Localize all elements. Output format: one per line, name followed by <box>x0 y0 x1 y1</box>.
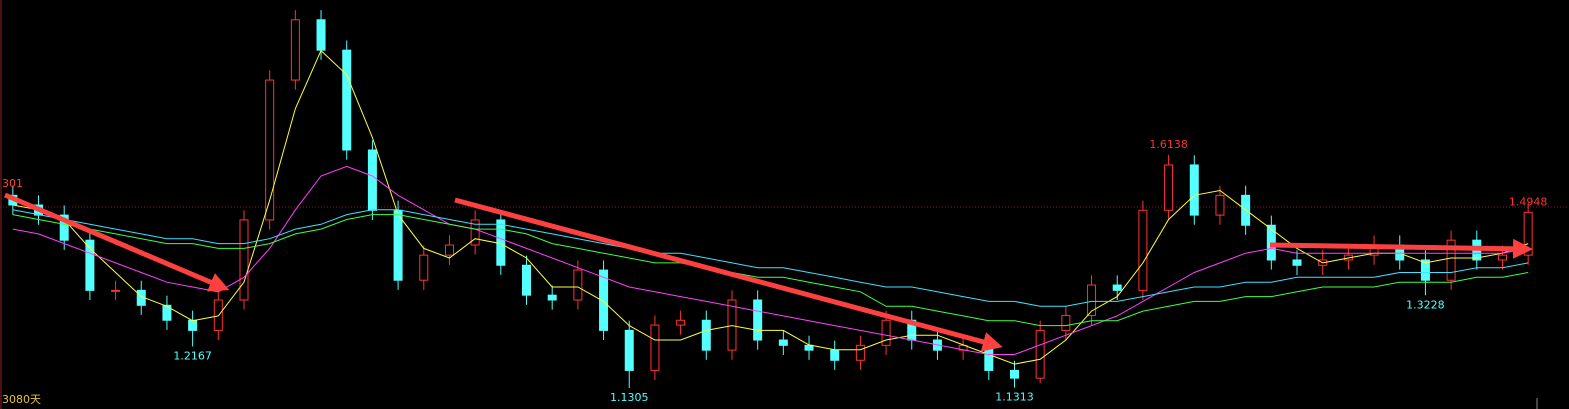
candle-body <box>111 289 121 292</box>
price-annotation: 1.3228 <box>1406 298 1445 311</box>
candle-body <box>676 319 686 326</box>
candle-body <box>367 149 377 211</box>
moving-average-line <box>12 209 1529 307</box>
candle-body <box>1112 284 1122 291</box>
moving-average-line <box>12 165 1529 355</box>
left-price-label: 301 <box>2 177 23 190</box>
candle-body <box>393 209 403 281</box>
candle-body <box>1189 164 1199 216</box>
trend-arrows <box>4 192 1533 352</box>
candle-body <box>522 264 532 296</box>
candle-body <box>650 324 660 371</box>
trend-arrow <box>4 192 230 292</box>
candle-body <box>1446 239 1456 281</box>
candle-body <box>1009 369 1019 379</box>
candle-body <box>470 219 480 246</box>
candle-body <box>1215 194 1225 216</box>
candle-body <box>1035 329 1045 379</box>
candle-body <box>290 19 300 81</box>
candle-body <box>342 49 352 151</box>
candle-body <box>316 19 326 51</box>
candle-body <box>855 344 865 361</box>
candle-body <box>624 329 634 371</box>
period-label: 3080天 <box>2 393 41 406</box>
candle-body <box>1420 259 1430 281</box>
price-annotation: 1.1305 <box>610 391 649 404</box>
candle-body <box>1164 164 1174 211</box>
price-annotation: 1.6138 <box>1149 138 1188 151</box>
candle-body <box>419 254 429 281</box>
moving-average-line <box>12 214 1529 327</box>
candle-body <box>444 244 454 256</box>
marks <box>8 10 1533 389</box>
candle-body <box>599 269 609 331</box>
candle-body <box>1138 209 1148 291</box>
candle-body <box>804 344 814 351</box>
candle-body <box>547 294 557 301</box>
price-annotation: 1.1313 <box>995 391 1034 404</box>
candle-body <box>265 79 275 221</box>
candle-body <box>1497 254 1507 261</box>
candle-body <box>984 344 994 371</box>
candle-body <box>162 304 172 321</box>
candle-body <box>1061 314 1071 331</box>
candle-body <box>830 349 840 361</box>
trend-arrow <box>1269 238 1533 259</box>
candle-body <box>753 299 763 341</box>
candle-body <box>701 319 711 351</box>
candle-body <box>188 319 198 331</box>
candle-body <box>85 239 95 291</box>
candle-body <box>1087 284 1097 316</box>
candle-body <box>881 319 891 346</box>
candle-body <box>1292 259 1302 266</box>
trend-arrow <box>454 197 1003 352</box>
candle-body <box>59 214 69 241</box>
candle-body <box>727 299 737 351</box>
candle-body <box>239 219 249 301</box>
price-annotation: 1.4948 <box>1509 195 1548 208</box>
price-annotation: 1.2167 <box>173 349 212 362</box>
candle-body <box>573 269 583 301</box>
candle-body <box>778 339 788 346</box>
moving-average-line <box>12 49 1529 365</box>
